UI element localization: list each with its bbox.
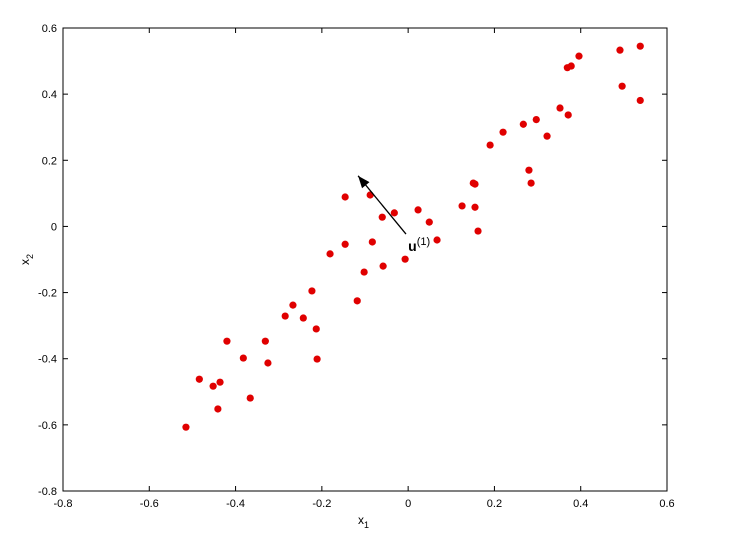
data-point	[366, 191, 374, 199]
x-tick-label: -0.2	[312, 498, 331, 510]
data-point	[312, 325, 320, 333]
x-tick-label: 0.2	[487, 498, 502, 510]
y-tick-label: -0.8	[38, 486, 57, 498]
data-point	[471, 180, 479, 188]
data-point	[543, 132, 551, 140]
data-point	[414, 206, 422, 214]
x-tick-label: 0.6	[659, 498, 674, 510]
data-point	[525, 166, 533, 174]
data-point	[556, 104, 564, 112]
data-point	[532, 116, 540, 124]
arrow-label: u(1)	[408, 236, 430, 254]
y-tick-label: -0.4	[38, 354, 57, 366]
data-point	[281, 312, 289, 320]
data-point	[261, 337, 269, 345]
x-tick-label: -0.4	[226, 498, 245, 510]
data-point	[527, 179, 535, 187]
arrow-shaft	[357, 175, 407, 235]
data-point	[264, 359, 272, 367]
y-tick-label: 0	[51, 221, 57, 233]
x-tick-label: 0	[405, 498, 411, 510]
data-point	[379, 262, 387, 270]
data-point	[378, 213, 386, 221]
y-tick-label: -0.6	[38, 420, 57, 432]
y-axis-label: x2	[18, 254, 35, 265]
data-point	[308, 287, 316, 295]
data-point	[214, 405, 222, 413]
data-point	[239, 354, 247, 362]
x-tick-label: -0.6	[140, 498, 159, 510]
data-point	[433, 236, 441, 244]
data-point	[564, 111, 572, 119]
data-point	[567, 62, 575, 70]
data-point	[353, 297, 361, 305]
data-point	[313, 355, 321, 363]
data-point	[182, 423, 190, 431]
data-point	[299, 314, 307, 322]
y-tick-label: -0.2	[38, 288, 57, 300]
data-point	[360, 268, 368, 276]
x-tick-label: 0.4	[573, 498, 588, 510]
data-point	[216, 378, 224, 386]
data-point	[458, 202, 466, 210]
data-point	[390, 209, 398, 217]
data-point	[575, 52, 583, 60]
data-point	[499, 128, 507, 136]
data-point	[618, 82, 626, 90]
data-point	[368, 238, 376, 246]
plot-area	[62, 27, 668, 492]
x-tick-label: -0.8	[54, 498, 73, 510]
data-point	[486, 141, 494, 149]
data-point	[401, 255, 409, 263]
data-point	[326, 250, 334, 258]
y-tick-label: 0.6	[42, 23, 57, 35]
data-point	[341, 193, 349, 201]
y-tick-label: 0.4	[42, 89, 57, 101]
data-point	[341, 240, 349, 248]
data-point	[471, 203, 479, 211]
data-point	[474, 227, 482, 235]
data-point	[289, 301, 297, 309]
data-point	[195, 375, 203, 383]
data-point	[519, 120, 527, 128]
data-point	[425, 218, 433, 226]
data-point	[616, 46, 624, 54]
y-tick-label: 0.2	[42, 155, 57, 167]
data-point	[636, 42, 644, 50]
data-point	[209, 382, 217, 390]
data-point	[636, 96, 644, 105]
data-point	[223, 337, 231, 345]
data-point	[246, 394, 254, 402]
arrow-head-icon	[358, 175, 370, 189]
x-axis-label: x1	[358, 513, 369, 530]
